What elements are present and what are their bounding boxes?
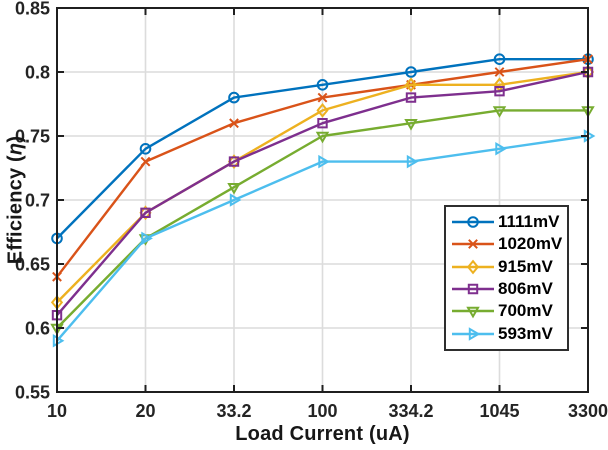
legend-label: 1111mV (498, 212, 560, 232)
marker-circle (467, 216, 479, 228)
marker-diamond (316, 103, 329, 118)
marker-square (405, 92, 417, 103)
legend-item-806mV: 806mV (451, 279, 565, 300)
legend-item-593mV: 593mV (451, 323, 565, 344)
marker-square (228, 156, 240, 167)
marker-circle (493, 53, 506, 66)
y-tick-label: 0.55 (15, 383, 50, 403)
y-tick-label: 0.75 (15, 127, 50, 147)
marker-triangle-right (141, 231, 153, 246)
marker-triangle-right (406, 154, 419, 169)
marker-square (582, 66, 594, 78)
x-tick-label: 100 (307, 401, 337, 421)
legend-item-700mV: 700mV (451, 301, 565, 322)
marker-circle (316, 79, 329, 91)
marker-diamond (404, 77, 418, 93)
marker-x (317, 92, 328, 103)
marker-triangle-down (227, 182, 241, 195)
series-line-593mV (56, 134, 589, 342)
series-line-1111mV (56, 58, 588, 240)
legend-label: 700mV (498, 301, 553, 321)
marker-x (468, 239, 478, 250)
x-axis-label: Load Current (uA) (235, 423, 410, 445)
x-tick-label: 20 (135, 401, 155, 421)
marker-circle (139, 143, 152, 155)
marker-circle (405, 66, 417, 78)
series-806mV (51, 66, 594, 321)
marker-triangle-right (318, 154, 330, 169)
legend-item-915mV: 915mV (451, 256, 565, 277)
legend: 1111mV 1020mV 915mV 806mV 700mV 593mV (444, 205, 569, 351)
x-tick-label: 33.2 (216, 401, 251, 421)
marker-triangle-down (466, 307, 480, 319)
x-tick-label: 10 (47, 401, 67, 421)
marker-triangle-down (315, 131, 330, 144)
y-tick-label: 0.7 (25, 191, 50, 211)
marker-diamond (466, 259, 480, 275)
marker-square (51, 310, 63, 321)
series-line-806mV (56, 70, 589, 316)
x-tick-label: 1045 (479, 401, 519, 421)
legend-label: 593mV (498, 323, 553, 343)
legend-swatch-915mV (452, 259, 494, 275)
series-593mV (52, 129, 596, 348)
marker-square (140, 207, 151, 219)
marker-triangle-right (52, 334, 65, 348)
legend-label: 806mV (498, 279, 553, 299)
y-axis-label-text: Efficiency ( (4, 155, 27, 265)
legend-swatch-700mV (452, 307, 494, 319)
marker-triangle-down (404, 118, 418, 131)
y-tick-label: 0.6 (25, 319, 50, 339)
marker-square (317, 117, 328, 129)
eta-symbol: η (4, 142, 27, 156)
y-axis-label: Efficiency (η) (5, 136, 28, 264)
legend-swatch-1020mV (452, 239, 494, 250)
legend-swatch-593mV (452, 327, 494, 341)
marker-x (494, 67, 505, 77)
y-tick-label: 0.8 (25, 63, 50, 83)
marker-square (467, 283, 479, 295)
legend-item-1111mV: 1111mV (451, 212, 565, 233)
legend-swatch-1111mV (452, 216, 494, 228)
x-tick-label: 334.2 (388, 401, 433, 421)
marker-circle (228, 91, 240, 104)
marker-x (229, 118, 239, 129)
y-axis-label-close: ) (4, 135, 27, 143)
legend-label: 1020mV (498, 234, 563, 254)
legend-item-1020mV: 1020mV (451, 234, 565, 255)
legend-swatch-806mV (452, 283, 494, 295)
marker-square (494, 85, 505, 97)
marker-triangle-right (229, 193, 242, 207)
marker-triangle-down (492, 106, 507, 118)
y-tick-label: 0.65 (15, 255, 50, 275)
y-tick-label: 0.85 (15, 0, 50, 19)
marker-triangle-right (495, 142, 507, 156)
legend-label: 915mV (498, 256, 553, 276)
series-1111mV (51, 53, 594, 245)
marker-x (140, 156, 151, 167)
marker-triangle-right (468, 327, 481, 341)
x-tick-label: 3300 (568, 401, 608, 421)
